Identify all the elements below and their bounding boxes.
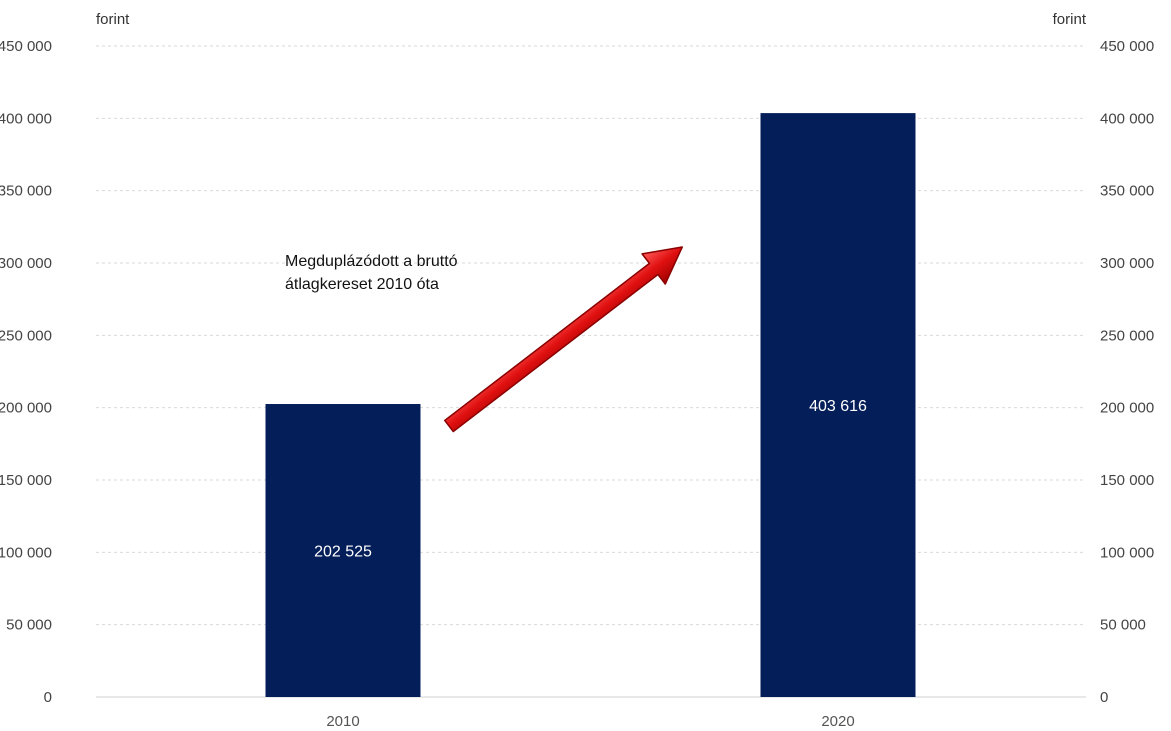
right-y-tick-label: 150 000 xyxy=(1100,472,1154,489)
right-y-tick-label: 400 000 xyxy=(1100,110,1154,127)
annotation-line-1: Megduplázódott a bruttó xyxy=(285,253,458,270)
gridlines xyxy=(96,45,1086,698)
right-y-tick-label: 450 000 xyxy=(1100,38,1154,55)
right-y-tick-label: 100 000 xyxy=(1100,544,1154,561)
left-y-tick-label: 250 000 xyxy=(0,327,52,344)
growth-arrow-icon xyxy=(443,246,683,433)
left-y-axis: 0 50 000 100 000 150 000 200 000 250 000 300 0… xyxy=(0,38,52,706)
right-y-tick-label: 50 000 xyxy=(1100,617,1146,634)
left-y-tick-label: 450 000 xyxy=(0,38,52,55)
left-y-tick-label: 300 000 xyxy=(0,255,52,272)
category-labels: 2010 2020 xyxy=(326,713,854,730)
right-y-tick-label: 350 000 xyxy=(1100,183,1154,200)
left-axis-unit-label: forint xyxy=(96,11,130,28)
right-y-axis: 0 50 000 100 000 150 000 200 000 250 000 300 0… xyxy=(1100,38,1154,706)
left-y-tick-label: 150 000 xyxy=(0,472,52,489)
data-labels: 202 525 403 616 xyxy=(314,398,867,560)
x-tick-label-2010: 2010 xyxy=(326,713,359,730)
data-label-2010: 202 525 xyxy=(314,544,372,561)
left-y-tick-label: 400 000 xyxy=(0,110,52,127)
left-y-tick-label: 350 000 xyxy=(0,183,52,200)
x-tick-label-2020: 2020 xyxy=(821,713,854,730)
left-y-tick-label: 50 000 xyxy=(6,617,52,634)
data-label-2020: 403 616 xyxy=(809,398,867,415)
right-y-tick-label: 200 000 xyxy=(1100,400,1154,417)
annotation-line-2: átlagkereset 2010 óta xyxy=(285,276,439,293)
right-y-tick-label: 250 000 xyxy=(1100,327,1154,344)
left-y-tick-label: 100 000 xyxy=(0,544,52,561)
right-y-tick-label: 0 xyxy=(1100,689,1108,706)
left-y-tick-label: 0 xyxy=(44,689,52,706)
left-y-tick-label: 200 000 xyxy=(0,400,52,417)
bar-2020 xyxy=(760,113,916,698)
annotation: Megduplázódott a bruttó átlagkereset 201… xyxy=(285,253,458,293)
right-y-tick-label: 300 000 xyxy=(1100,255,1154,272)
bars xyxy=(265,113,916,698)
bar-2010 xyxy=(265,404,421,697)
right-axis-unit-label: forint xyxy=(1053,11,1087,28)
